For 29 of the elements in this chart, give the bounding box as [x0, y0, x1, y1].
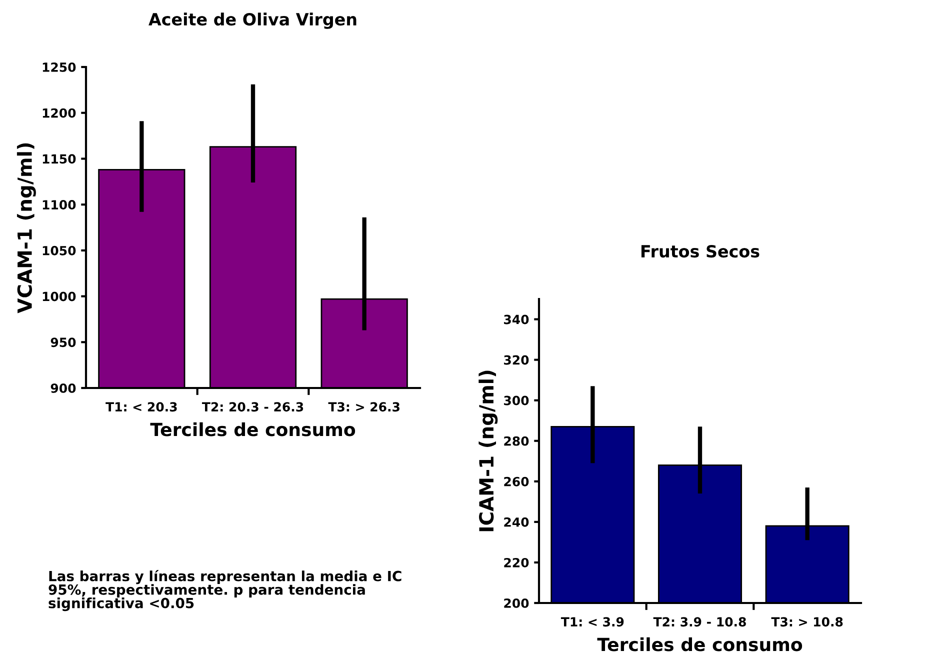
y-tick-label: 1000	[42, 292, 76, 302]
y-tick-label: 240	[504, 517, 529, 527]
y-tick-label: 1050	[42, 246, 76, 256]
y-tick-label: 320	[504, 355, 529, 365]
y-tick-label: 1100	[42, 200, 76, 210]
y-tick-label: 220	[504, 558, 529, 568]
y-tick-label: 950	[50, 338, 76, 348]
x-tick-label: T2: 20.3 - 26.3	[202, 402, 304, 412]
y-tick-label: 1250	[42, 62, 76, 72]
y-tick-label: 300	[504, 396, 529, 406]
x-tick-label: T3: > 26.3	[328, 402, 400, 412]
chart-title: Aceite de Oliva Virgen	[148, 12, 356, 29]
x-tick-label: T2: 3.9 - 10.8	[653, 617, 746, 627]
y-tick-label: 340	[504, 314, 529, 324]
text: Las barras y líneas representan la media e IC 95%, respectivamente. p para tendencia significativa <0.05	[48, 570, 402, 612]
x-tick-label: T1: < 20.3	[106, 402, 177, 412]
y-tick-label: 900	[50, 383, 76, 393]
y-axis-title: ICAM-1 (ng/ml)	[478, 370, 498, 532]
x-axis-title: Terciles de consumo	[597, 637, 802, 652]
y-tick-label: 280	[504, 436, 529, 446]
y-tick-label: 260	[504, 476, 529, 486]
x-tick-label: T1: < 3.9	[560, 617, 624, 627]
y-tick-label: 200	[504, 598, 529, 608]
chart-title: Frutos Secos	[641, 244, 760, 258]
y-tick-label: 1150	[42, 154, 76, 164]
x-tick-label: T3: > 10.8	[771, 617, 843, 627]
x-axis-title: Terciles de consumo	[150, 422, 356, 436]
y-axis-title: VCAM-1 (ng/ml)	[16, 143, 36, 314]
y-tick-label: 1200	[42, 108, 76, 118]
